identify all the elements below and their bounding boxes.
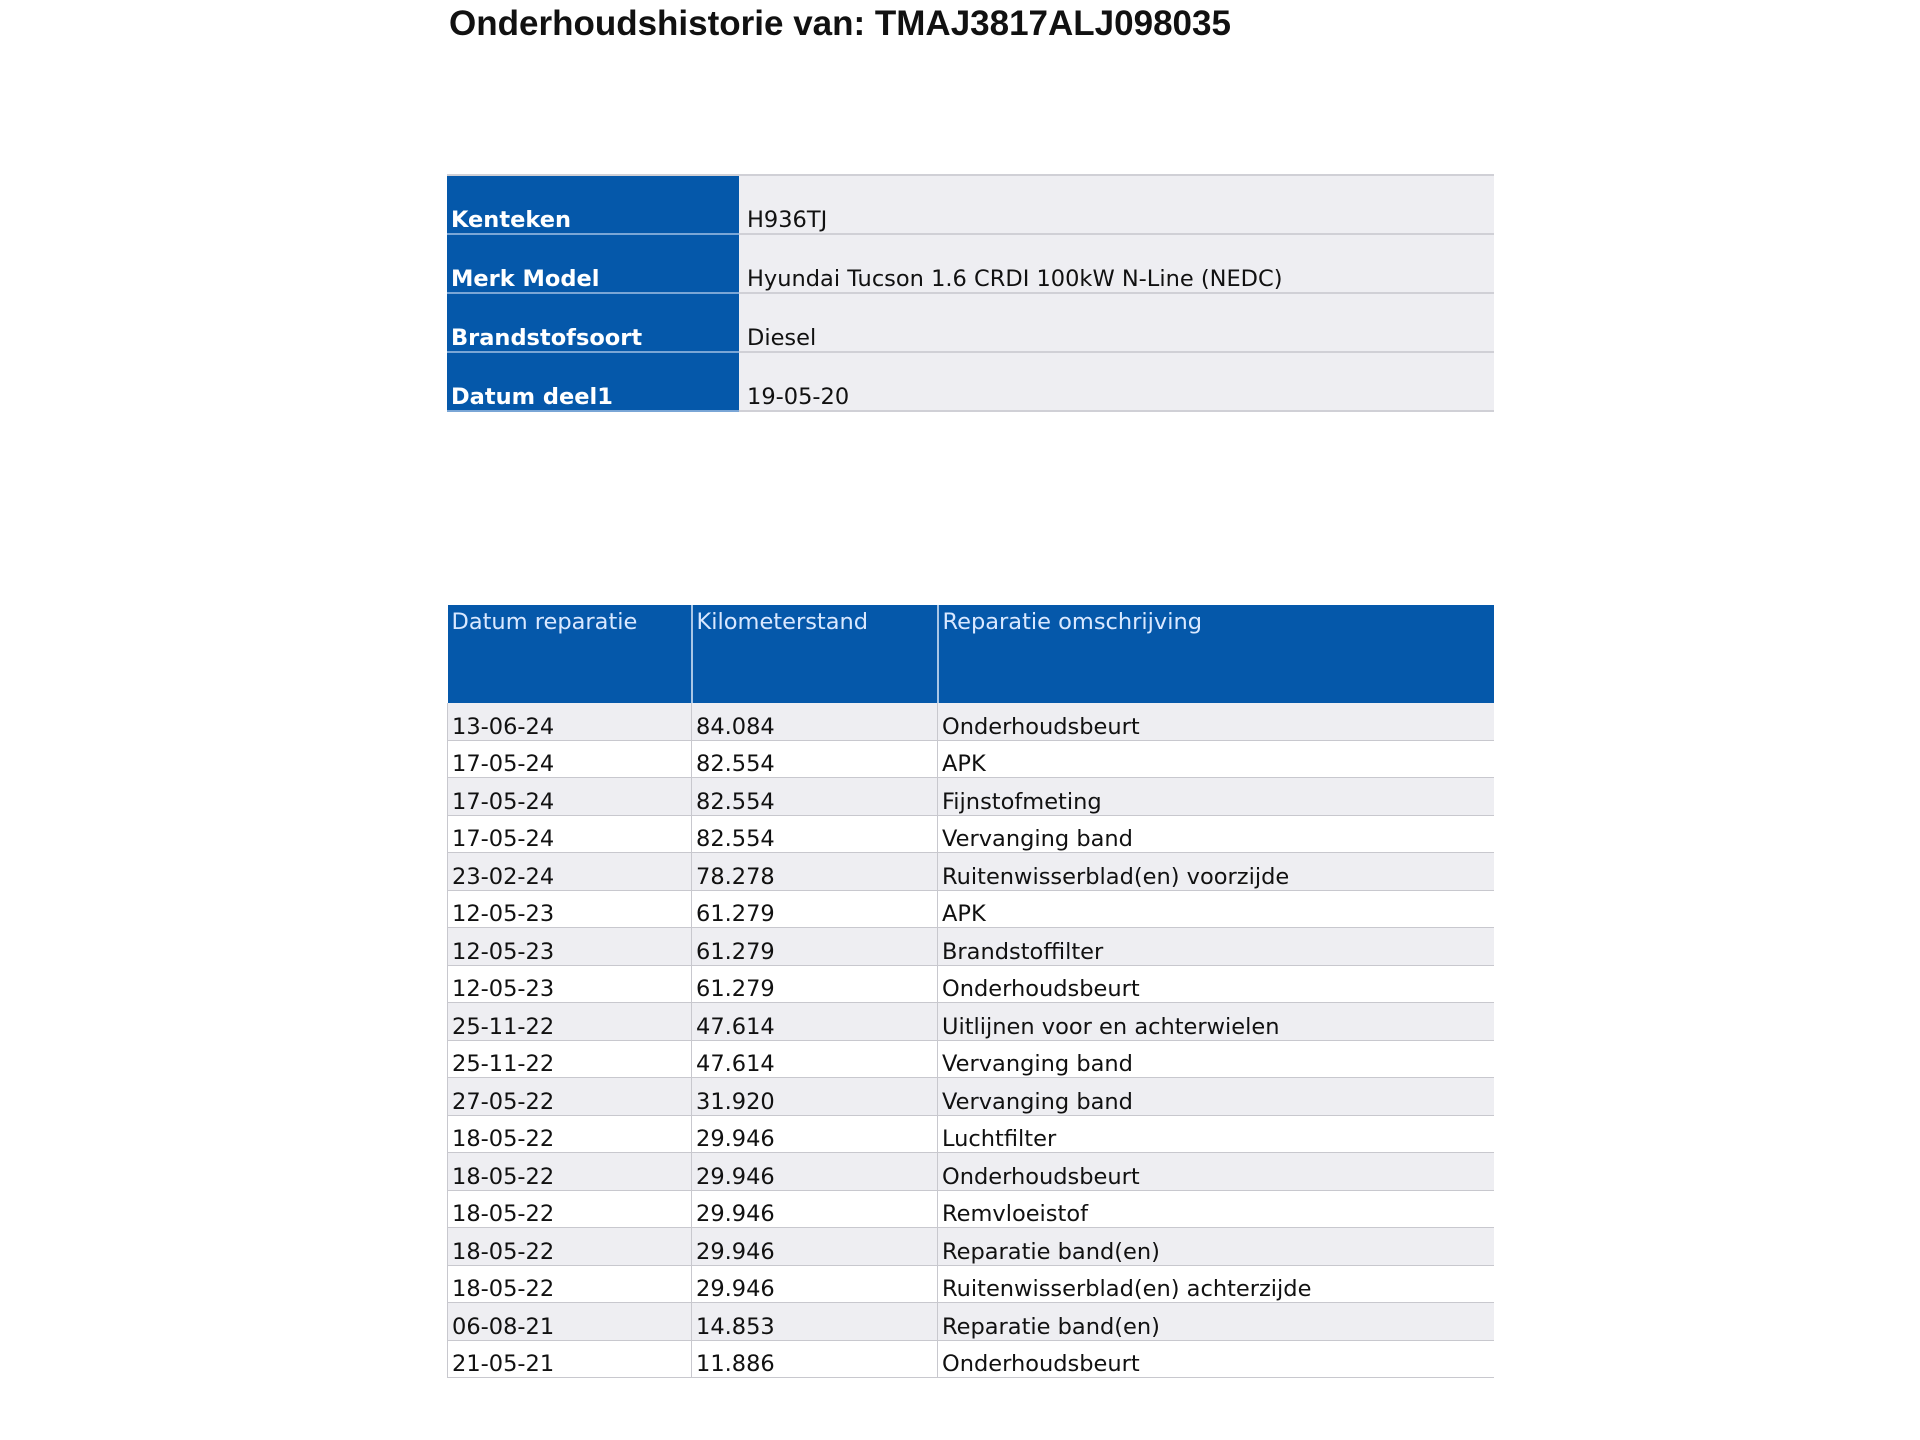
description-cell: Reparatie band(en) xyxy=(937,1302,1494,1341)
repair-date-cell: 21-05-21 xyxy=(447,1340,692,1378)
table-row: 12-05-23 61.279 APK xyxy=(447,890,1494,928)
repair-date-cell: 17-05-24 xyxy=(447,740,692,778)
repair-date-cell: 23-02-24 xyxy=(447,852,692,891)
info-value: Hyundai Tucson 1.6 CRDI 100kW N-Line (NE… xyxy=(739,234,1494,294)
repair-date-cell: 18-05-22 xyxy=(447,1152,692,1191)
info-label: Kenteken xyxy=(447,174,739,235)
description-cell: APK xyxy=(937,890,1494,928)
table-header-row: Datum reparatie Kilometerstand Reparatie… xyxy=(447,605,1494,703)
description-cell: APK xyxy=(937,740,1494,778)
repair-date-cell: 18-05-22 xyxy=(447,1227,692,1266)
info-label: Datum deel1 xyxy=(447,352,739,412)
column-header-date: Datum reparatie xyxy=(447,605,693,703)
table-row: 12-05-23 61.279 Brandstoffilter xyxy=(447,927,1494,966)
repair-date-cell: 18-05-22 xyxy=(447,1265,692,1303)
info-value: 19-05-20 xyxy=(739,352,1494,412)
table-row: 25-11-22 47.614 Uitlijnen voor en achterwi… xyxy=(447,1002,1494,1041)
description-cell: Onderhoudsbeurt xyxy=(937,1152,1494,1191)
table-row: 21-05-21 11.886 Onderhoudsbeurt xyxy=(447,1340,1494,1378)
mileage-cell: 47.614 xyxy=(691,1002,938,1041)
mileage-cell: 82.554 xyxy=(691,777,938,816)
mileage-cell: 29.946 xyxy=(691,1190,938,1228)
info-row: Datum deel1 19-05-20 xyxy=(447,352,1494,412)
info-value: H936TJ xyxy=(739,174,1494,235)
description-cell: Luchtfilter xyxy=(937,1115,1494,1153)
mileage-cell: 82.554 xyxy=(691,815,938,853)
mileage-cell: 29.946 xyxy=(691,1227,938,1266)
description-cell: Remvloeistof xyxy=(937,1190,1494,1228)
mileage-cell: 29.946 xyxy=(691,1265,938,1303)
repair-date-cell: 18-05-22 xyxy=(447,1115,692,1153)
info-label: Brandstofsoort xyxy=(447,293,739,353)
mileage-cell: 84.084 xyxy=(691,703,938,741)
info-row: Brandstofsoort Diesel xyxy=(447,293,1494,353)
mileage-cell: 61.279 xyxy=(691,890,938,928)
mileage-cell: 11.886 xyxy=(691,1340,938,1378)
description-cell: Vervanging band xyxy=(937,1040,1494,1078)
description-cell: Ruitenwisserblad(en) voorzijde xyxy=(937,852,1494,891)
table-row: 12-05-23 61.279 Onderhoudsbeurt xyxy=(447,965,1494,1003)
mileage-cell: 47.614 xyxy=(691,1040,938,1078)
description-cell: Fijnstofmeting xyxy=(937,777,1494,816)
table-row: 27-05-22 31.920 Vervanging band xyxy=(447,1077,1494,1116)
mileage-cell: 82.554 xyxy=(691,740,938,778)
description-cell: Uitlijnen voor en achterwielen xyxy=(937,1002,1494,1041)
table-row: 23-02-24 78.278 Ruitenwisserblad(en) voorz… xyxy=(447,852,1494,891)
table-row: 18-05-22 29.946 Onderhoudsbeurt xyxy=(447,1152,1494,1191)
repair-date-cell: 27-05-22 xyxy=(447,1077,692,1116)
repair-date-cell: 12-05-23 xyxy=(447,965,692,1003)
repair-date-cell: 13-06-24 xyxy=(447,703,692,741)
repair-date-cell: 17-05-24 xyxy=(447,777,692,816)
page-title: Onderhoudshistorie van: TMAJ3817ALJ09803… xyxy=(449,4,1231,43)
info-row: Merk Model Hyundai Tucson 1.6 CRDI 100kW … xyxy=(447,234,1494,294)
repair-date-cell: 18-05-22 xyxy=(447,1190,692,1228)
mileage-cell: 61.279 xyxy=(691,965,938,1003)
repair-date-cell: 25-11-22 xyxy=(447,1040,692,1078)
description-cell: Onderhoudsbeurt xyxy=(937,703,1494,741)
repair-date-cell: 06-08-21 xyxy=(447,1302,692,1341)
table-row: 13-06-24 84.084 Onderhoudsbeurt xyxy=(447,703,1494,741)
mileage-cell: 61.279 xyxy=(691,927,938,966)
description-cell: Vervanging band xyxy=(937,815,1494,853)
maintenance-history-table: Datum reparatie Kilometerstand Reparatie… xyxy=(447,605,1494,1378)
mileage-cell: 14.853 xyxy=(691,1302,938,1341)
mileage-cell: 31.920 xyxy=(691,1077,938,1116)
mileage-cell: 78.278 xyxy=(691,852,938,891)
repair-date-cell: 17-05-24 xyxy=(447,815,692,853)
table-row: 18-05-22 29.946 Reparatie band(en) xyxy=(447,1227,1494,1266)
info-value: Diesel xyxy=(739,293,1494,353)
repair-date-cell: 12-05-23 xyxy=(447,927,692,966)
description-cell: Brandstoffilter xyxy=(937,927,1494,966)
mileage-cell: 29.946 xyxy=(691,1152,938,1191)
table-row: 06-08-21 14.853 Reparatie band(en) xyxy=(447,1302,1494,1341)
table-row: 17-05-24 82.554 Fijnstofmeting xyxy=(447,777,1494,816)
description-cell: Ruitenwisserblad(en) achterzijde xyxy=(937,1265,1494,1303)
table-row: 17-05-24 82.554 APK xyxy=(447,740,1494,778)
description-cell: Onderhoudsbeurt xyxy=(937,1340,1494,1378)
table-row: 18-05-22 29.946 Luchtfilter xyxy=(447,1115,1494,1153)
info-label: Merk Model xyxy=(447,234,739,294)
mileage-cell: 29.946 xyxy=(691,1115,938,1153)
column-header-description: Reparatie omschrijving xyxy=(937,605,1494,703)
table-row: 18-05-22 29.946 Remvloeistof xyxy=(447,1190,1494,1228)
info-row: Kenteken H936TJ xyxy=(447,174,1494,235)
table-row: 25-11-22 47.614 Vervanging band xyxy=(447,1040,1494,1078)
description-cell: Vervanging band xyxy=(937,1077,1494,1116)
table-row: 17-05-24 82.554 Vervanging band xyxy=(447,815,1494,853)
description-cell: Onderhoudsbeurt xyxy=(937,965,1494,1003)
description-cell: Reparatie band(en) xyxy=(937,1227,1494,1266)
vehicle-info-table: Kenteken H936TJ Merk Model Hyundai Tucson 1… xyxy=(447,174,1494,412)
column-header-mileage: Kilometerstand xyxy=(691,605,939,703)
table-row: 18-05-22 29.946 Ruitenwisserblad(en) achte… xyxy=(447,1265,1494,1303)
repair-date-cell: 25-11-22 xyxy=(447,1002,692,1041)
repair-date-cell: 12-05-23 xyxy=(447,890,692,928)
